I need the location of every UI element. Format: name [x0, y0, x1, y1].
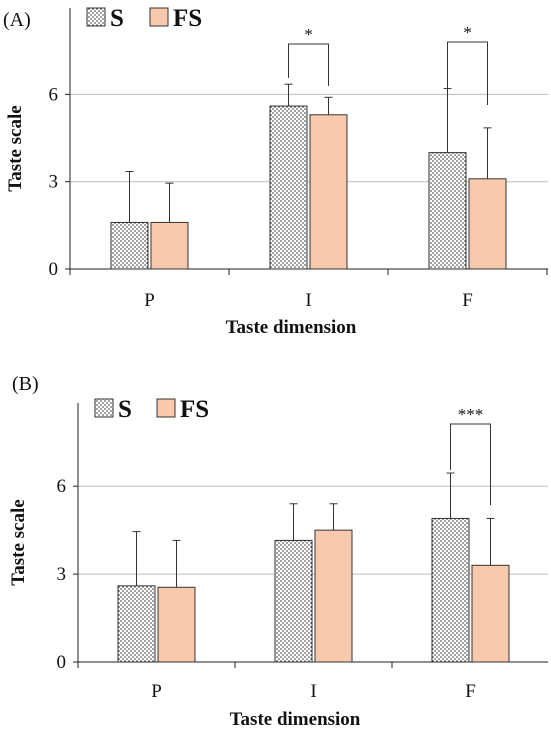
- y-tick-label: 6: [57, 476, 67, 497]
- panel-label: (A): [3, 9, 31, 31]
- bar-fs-f: [468, 178, 507, 270]
- bar-s-i: [274, 539, 313, 663]
- y-axis-title: Taste scale: [5, 105, 26, 191]
- y-tick-label: 3: [49, 172, 59, 193]
- bar-fs-f: [471, 564, 510, 663]
- bar-fs-i: [314, 529, 353, 663]
- legend-label-s: S: [118, 396, 132, 423]
- panel-label: (B): [12, 373, 39, 395]
- y-tick-label: 0: [49, 259, 59, 280]
- significance-bracket: [288, 43, 329, 86]
- bar-fs-p: [157, 586, 196, 663]
- x-axis-title: Taste dimension: [226, 317, 357, 338]
- x-axis-title: Taste dimension: [230, 709, 361, 730]
- y-axis-title: Taste scale: [8, 499, 29, 585]
- significance-bracket: [450, 423, 491, 505]
- legend-label-fs: FS: [173, 5, 202, 32]
- bar-fs-i: [309, 114, 348, 270]
- legend-swatch-fs: [149, 7, 169, 27]
- legend-swatch-fs: [156, 398, 176, 418]
- bar-s-p: [117, 585, 156, 663]
- legend-label-s: S: [110, 5, 124, 32]
- x-tick-label: F: [462, 290, 473, 311]
- legend-label-fs: FS: [180, 396, 209, 423]
- significance-bracket: [447, 41, 488, 105]
- legend-swatch-s: [94, 398, 114, 418]
- x-tick-label: P: [151, 681, 162, 702]
- y-tick-label: 6: [49, 84, 59, 105]
- x-tick-label: F: [465, 681, 476, 702]
- bar-fs-p: [150, 221, 189, 270]
- x-tick-label: I: [305, 290, 311, 311]
- bar-s-p: [110, 221, 149, 270]
- significance-label: ***: [458, 405, 484, 424]
- y-tick-label: 3: [57, 564, 67, 585]
- bar-s-f: [428, 152, 467, 270]
- y-tick-label: 0: [57, 652, 67, 673]
- bar-s-i: [269, 105, 308, 270]
- legend-swatch-s: [86, 7, 106, 27]
- x-tick-label: I: [310, 681, 316, 702]
- chart-panel-b: 0 3 6 P I F *** (B) S FS Taste dimension Taste scal…: [8, 373, 548, 730]
- x-tick-label: P: [144, 290, 155, 311]
- significance-label: *: [304, 25, 313, 44]
- significance-label: *: [463, 23, 472, 42]
- bar-s-f: [431, 517, 470, 663]
- chart-panel-a: 0 3 6 P I F * * (A) S FS Taste dimension Taste scale: [3, 5, 548, 338]
